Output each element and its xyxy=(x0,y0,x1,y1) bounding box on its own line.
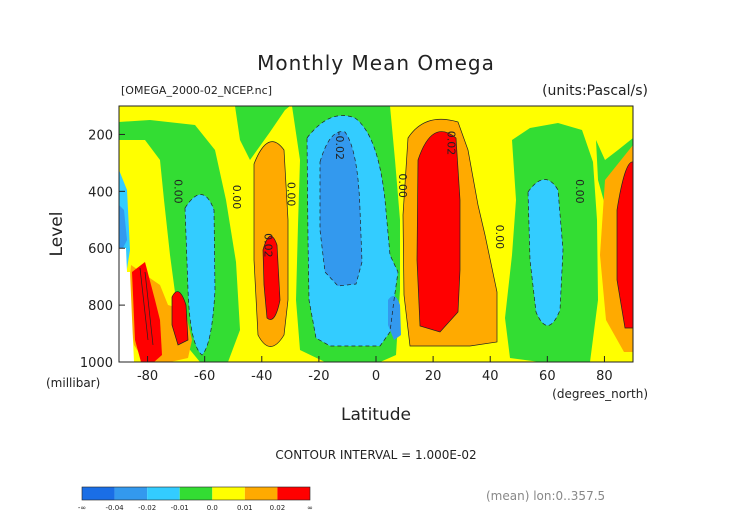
x-axis-units: (degrees_north) xyxy=(552,387,648,401)
contour-lines xyxy=(139,118,633,347)
region-red xyxy=(132,262,162,362)
contour-value-label: -0.02 xyxy=(333,132,346,160)
legend-label: 0.0 xyxy=(207,504,218,512)
region-red xyxy=(263,236,280,320)
contour-value-label: 0.00 xyxy=(573,179,586,204)
contour-value-label: 0.00 xyxy=(230,185,243,210)
contour-line xyxy=(402,118,498,347)
region-blue xyxy=(320,131,362,286)
contour-line xyxy=(171,291,189,346)
y-tick-label: 200 xyxy=(88,128,113,143)
chart-title: Monthly Mean Omega xyxy=(257,51,495,75)
legend-swatch xyxy=(277,487,310,500)
y-axis-units: (millibar) xyxy=(46,376,100,390)
region-cyan xyxy=(185,194,215,355)
legend-label: ∞ xyxy=(307,504,313,512)
contour-line xyxy=(616,161,633,329)
contour-value-label: 0.00 xyxy=(493,225,506,250)
y-axis-label: Level xyxy=(47,212,67,257)
legend-swatch xyxy=(82,487,115,500)
units-label: (units:Pascal/s) xyxy=(542,83,648,99)
y-tick-label: 600 xyxy=(88,242,113,257)
topography-mask xyxy=(119,248,134,362)
contour-line xyxy=(527,179,564,326)
legend-swatch xyxy=(244,487,278,500)
region-red xyxy=(417,131,460,332)
legend-label: -0.01 xyxy=(171,504,189,512)
plot-area: 0.00 0.00 0.02 0.00 -0.02 0.00 0.02 0.00 0.00 xyxy=(119,106,633,362)
contour-value-label: 0.02 xyxy=(262,233,275,258)
region-green xyxy=(235,106,290,160)
x-tick-label: 20 xyxy=(425,369,442,384)
contour-value-label: 0.00 xyxy=(172,179,185,204)
x-tick-label: -40 xyxy=(251,369,272,384)
x-tick-label: -60 xyxy=(194,369,215,384)
color-legend: -∞ -0.04 -0.02 -0.01 0.0 0.01 0.02 ∞ xyxy=(78,486,313,512)
x-tick-label: 40 xyxy=(482,369,499,384)
contour-line xyxy=(262,235,281,320)
x-tick-label: 60 xyxy=(539,369,556,384)
contour-lines-negative xyxy=(184,115,564,356)
x-tick-label: -80 xyxy=(137,369,158,384)
contour-line xyxy=(306,115,399,347)
x-tick-label: 80 xyxy=(596,369,613,384)
legend-label: -0.04 xyxy=(106,504,125,512)
legend-swatch xyxy=(147,487,180,500)
legend-label: 0.01 xyxy=(237,504,253,512)
legend-swatch xyxy=(212,487,245,500)
legend-label: -0.02 xyxy=(138,504,156,512)
footer-mean: (mean) lon:0..357.5 xyxy=(486,489,605,503)
y-tick-label: 400 xyxy=(88,185,113,200)
contour-line xyxy=(416,131,461,333)
x-tick-label: 0 xyxy=(372,369,380,384)
contour-value-label: 0.00 xyxy=(284,182,297,207)
y-tick-label: 800 xyxy=(88,299,113,314)
contour-labels: 0.00 0.00 0.02 0.00 -0.02 0.00 0.02 0.00 0.00 xyxy=(172,131,586,258)
contour-interval: CONTOUR INTERVAL = 1.000E-02 xyxy=(275,448,476,462)
file-label: [OMEGA_2000-02_NCEP.nc] xyxy=(121,84,272,97)
contour-value-label: 0.02 xyxy=(444,131,457,156)
region-red xyxy=(617,161,633,328)
region-blue xyxy=(119,205,127,250)
region-red xyxy=(172,291,188,345)
axes: -80 -60 -40 -20 0 20 40 60 80 200 400 600 800 1000 xyxy=(80,128,613,384)
legend-label: 0.02 xyxy=(270,504,286,512)
x-tick-label: -20 xyxy=(308,369,329,384)
region-blue xyxy=(388,296,401,340)
legend-frame xyxy=(81,486,311,501)
contour-line xyxy=(253,141,289,347)
contour-value-label: 0.00 xyxy=(396,173,409,198)
contour-line xyxy=(184,194,216,356)
legend-swatch xyxy=(114,487,148,500)
x-axis-label: Latitude xyxy=(341,405,411,425)
legend-label: -∞ xyxy=(78,504,86,512)
y-tick-label: 1000 xyxy=(80,356,113,371)
region-cyan xyxy=(528,179,563,326)
contour-line xyxy=(139,267,154,346)
contour-line xyxy=(319,131,363,287)
legend-swatch xyxy=(179,487,213,500)
